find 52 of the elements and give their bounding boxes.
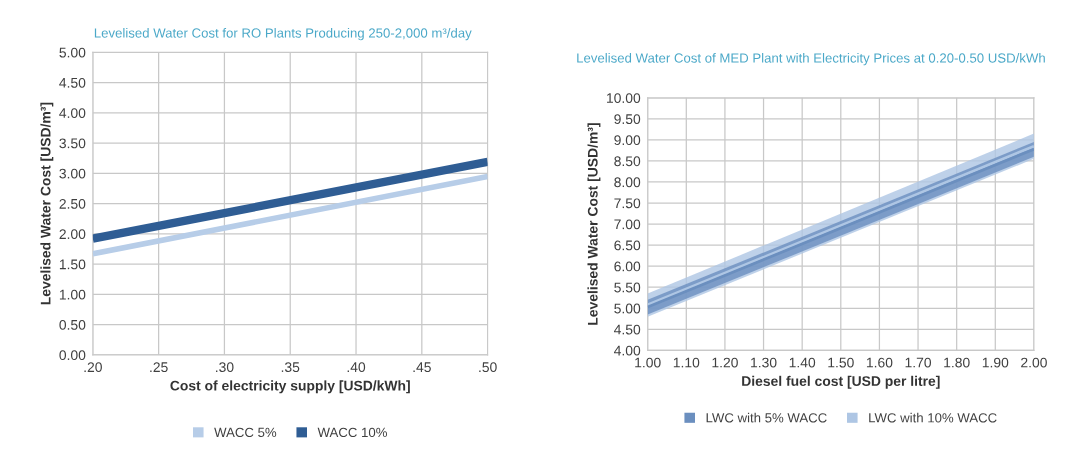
y-tick-label: 0.50 <box>59 319 86 330</box>
x-tick-label: .50 <box>479 362 497 373</box>
y-tick-label: 10.00 <box>607 93 641 103</box>
y-tick-label: 5.00 <box>59 47 86 58</box>
x-tick-label: 1.30 <box>751 357 777 368</box>
y-axis-title: Levelised Water Cost [USD/m³] <box>587 123 601 325</box>
y-tick-label: 4.50 <box>614 324 641 335</box>
x-tick-label: 1.90 <box>982 357 1009 368</box>
y-tick-label: 6.50 <box>614 240 641 251</box>
x-axis-title: Cost of electricity supply [USD/kWh] <box>170 380 410 394</box>
x-tick-label: 1.70 <box>905 357 932 368</box>
x-tick-label: 1.80 <box>944 357 970 368</box>
x-tick-label: 1.10 <box>673 357 700 368</box>
x-tick-label: .35 <box>281 362 300 373</box>
y-tick-label: 4.50 <box>59 77 86 88</box>
legend-label: WACC 5% <box>214 427 277 438</box>
x-tick-label: 1.60 <box>866 357 893 368</box>
x-tick-label: 1.40 <box>789 357 816 368</box>
y-tick-label: 5.00 <box>614 303 641 314</box>
y-tick-label: 2.50 <box>59 198 86 209</box>
y-tick-label: 9.50 <box>614 114 641 125</box>
legend-label: LWC with 5% WACC <box>706 412 827 423</box>
y-tick-label: 7.00 <box>614 219 641 230</box>
y-tick-label: 2.00 <box>59 229 86 240</box>
x-tick-label: 1.20 <box>712 357 738 368</box>
y-tick-label: 1.50 <box>59 259 86 270</box>
x-tick-label: .20 <box>84 362 102 373</box>
chart-title: Levelised Water Cost of MED Plant with Electricity Prices at 0.20-0.50 USD/kWh <box>577 53 1045 66</box>
x-tick-label: 2.00 <box>1021 357 1047 368</box>
y-tick-label: 3.00 <box>59 168 86 179</box>
y-tick-label: 5.50 <box>614 282 641 293</box>
y-tick-label: 3.50 <box>59 138 86 149</box>
x-tick-label: .25 <box>150 362 168 373</box>
x-tick-label: 1.00 <box>635 357 661 368</box>
y-tick-label: 8.00 <box>614 177 641 188</box>
y-tick-label: 9.00 <box>614 135 641 146</box>
y-tick-label: 6.00 <box>614 261 641 272</box>
x-tick-label: .40 <box>347 362 366 373</box>
x-tick-label: .45 <box>413 362 431 373</box>
y-tick-label: 4.00 <box>59 108 86 119</box>
legend-label: LWC with 10% WACC <box>869 412 997 423</box>
x-axis-title: Diesel fuel cost [USD per litre] <box>742 375 940 389</box>
y-tick-label: 0.00 <box>59 350 86 361</box>
y-tick-label: 1.00 <box>59 289 86 300</box>
y-tick-label: 7.50 <box>614 198 641 209</box>
y-axis-title: Levelised Water Cost [USD/m³] <box>40 102 54 305</box>
chart-title: Levelised Water Cost for RO Plants Producing 250-2,000 m³/day <box>94 27 472 41</box>
x-tick-label: 1.50 <box>828 357 854 368</box>
y-tick-label: 8.50 <box>614 156 641 167</box>
y-tick-label: 4.00 <box>614 345 641 356</box>
x-tick-label: .30 <box>216 362 234 373</box>
legend-label: WACC 10% <box>317 427 387 438</box>
